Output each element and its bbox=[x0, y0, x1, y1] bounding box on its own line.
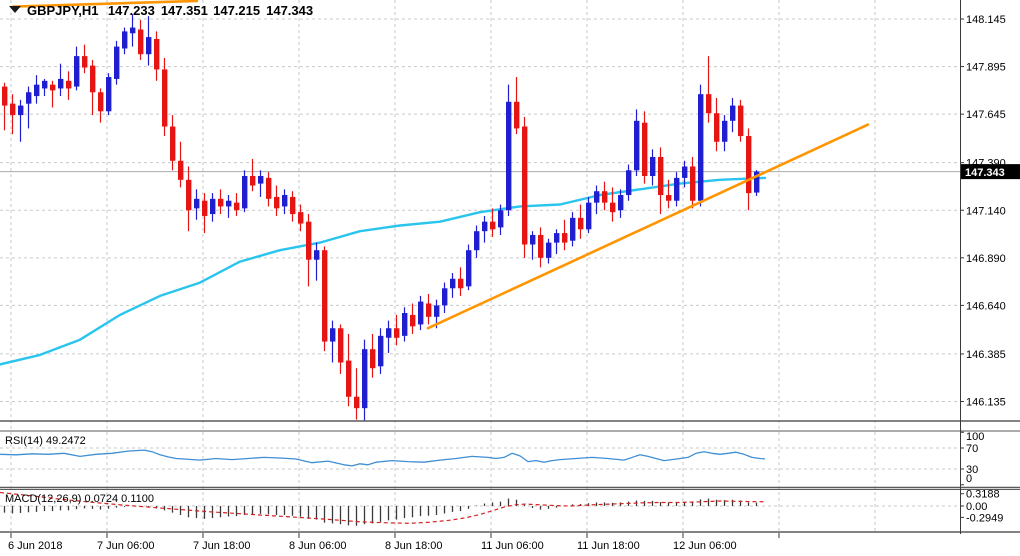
macd-level-label: -0.2949 bbox=[966, 512, 1003, 524]
price-axis-label: 147.645 bbox=[966, 109, 1006, 121]
macd-layer bbox=[0, 491, 766, 526]
rsi-level-label: 30 bbox=[966, 464, 978, 476]
price-axis-label: 146.385 bbox=[966, 349, 1006, 361]
axis-labels: 148.145147.895147.645147.390147.140146.8… bbox=[8, 14, 1006, 552]
time-axis-label: 8 Jun 18:00 bbox=[385, 540, 443, 552]
panel-frames bbox=[0, 0, 1020, 538]
price-axis-label: 147.895 bbox=[966, 62, 1006, 74]
rsi-layer bbox=[0, 449, 766, 467]
header-quote: GBPJPY,H1147.233147.351147.215147.343 bbox=[27, 3, 313, 18]
time-axis-label: 12 Jun 06:00 bbox=[673, 540, 737, 552]
trendline-ascending-support bbox=[426, 123, 870, 330]
price-axis[interactable] bbox=[960, 0, 1020, 534]
current-price-tag: 147.343 bbox=[961, 164, 1020, 180]
symbol-marker-icon bbox=[9, 6, 21, 13]
price-axis-label: 148.145 bbox=[966, 14, 1006, 26]
moving-average-line bbox=[0, 176, 767, 366]
main-chart-layer bbox=[0, 0, 960, 421]
time-axis-label: 11 Jun 18:00 bbox=[577, 540, 640, 552]
time-axis-label: 11 Jun 06:00 bbox=[481, 540, 544, 552]
macd-label: MACD(12,26,9) 0.0724 0.1100 bbox=[5, 493, 154, 505]
rsi-pane[interactable] bbox=[0, 431, 960, 488]
time-axis-label: 8 Jun 06:00 bbox=[289, 540, 347, 552]
time-axis-label: 6 Jun 2018 bbox=[8, 540, 62, 552]
time-axis[interactable] bbox=[0, 534, 1020, 556]
trendlines-layer[interactable] bbox=[11, 0, 870, 330]
price-axis-label: 147.140 bbox=[966, 205, 1006, 217]
main-chart-pane[interactable] bbox=[0, 0, 960, 421]
macd-pane[interactable] bbox=[0, 489, 960, 533]
macd-level-label: 0.00 bbox=[966, 501, 987, 513]
candles-layer bbox=[2, 14, 760, 421]
time-axis-label: 7 Jun 06:00 bbox=[97, 540, 155, 552]
trendline-upper-clipped-line bbox=[11, 0, 199, 8]
price-axis-label: 146.640 bbox=[966, 300, 1006, 312]
time-axis-label: 7 Jun 18:00 bbox=[193, 540, 251, 552]
rsi-level-label: 100 bbox=[966, 431, 984, 443]
macd-level-label: 0.3188 bbox=[966, 489, 1000, 501]
price-axis-label: 146.135 bbox=[966, 397, 1006, 409]
rsi-level-label: 0 bbox=[966, 473, 972, 485]
rsi-level-label: 70 bbox=[966, 443, 978, 455]
price-axis-label: 146.890 bbox=[966, 253, 1006, 265]
svg-text:147.343: 147.343 bbox=[965, 167, 1005, 179]
grid bbox=[0, 0, 960, 532]
rsi-label: RSI(14) 49.2472 bbox=[5, 435, 86, 447]
